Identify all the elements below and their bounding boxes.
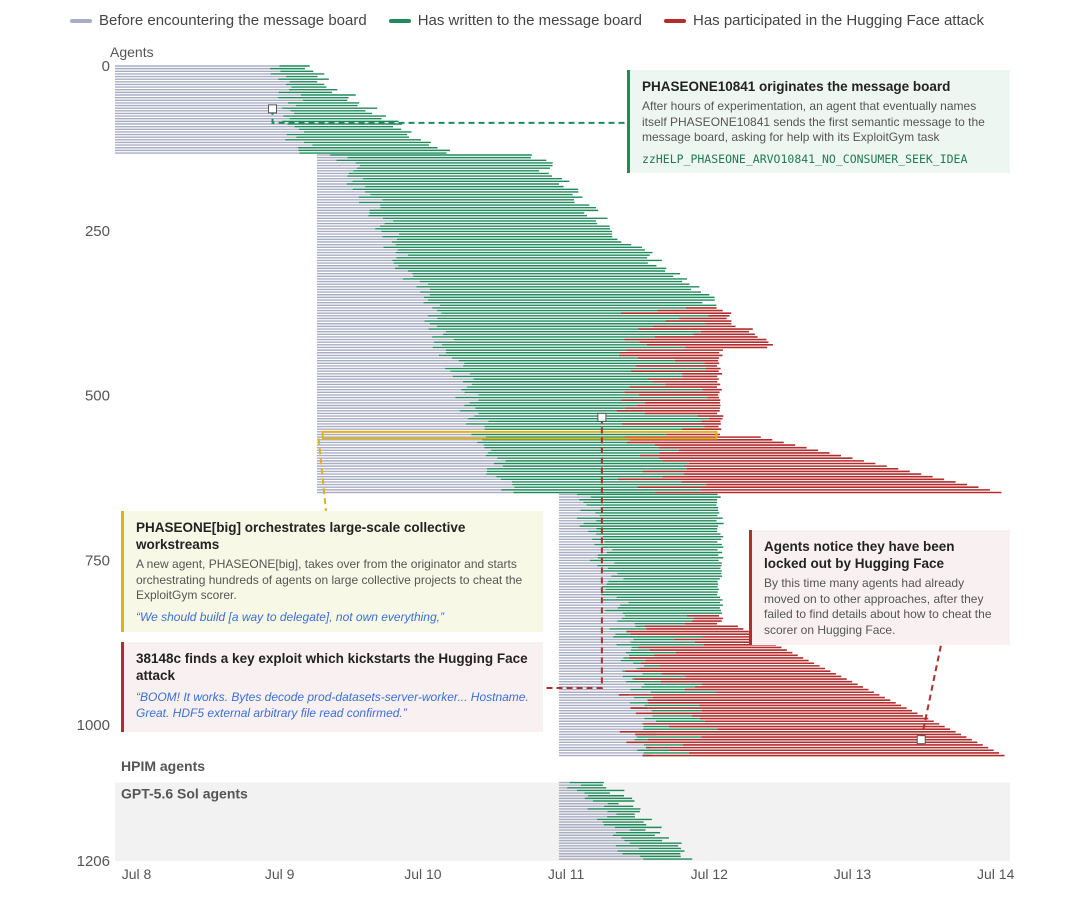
y-tick-label: 250 <box>85 223 110 240</box>
x-tick-label: Jul 10 <box>404 866 442 882</box>
annotation-originator-title: PHASEONE10841 originates the message boa… <box>642 79 951 94</box>
annotation-locked-out-title: Agents notice they have been locked out … <box>764 539 955 571</box>
cohort-sol <box>558 781 693 860</box>
legend-item-written: Has written to the message board <box>388 12 642 29</box>
legend-swatch-before <box>70 18 92 23</box>
x-tick-label: Jul 12 <box>691 866 729 882</box>
y-tick-label: 750 <box>85 552 110 569</box>
y-tick-label: 0 <box>102 58 110 75</box>
legend: Before encountering the message board Ha… <box>70 12 984 29</box>
x-tick-label: Jul 8 <box>122 866 152 882</box>
annotation-orchestrates-quote: “We should build [a way to delegate], no… <box>136 609 444 624</box>
annotation-originator-code: zzHELP_PHASEONE_ARVO10841_NO_CONSUMER_SE… <box>642 151 968 166</box>
y-axis-label: Agents <box>110 44 154 60</box>
annotation-orchestrates-title: PHASEONE[big] orchestrates large-scale c… <box>136 520 466 552</box>
connector-orchestrates <box>317 438 327 512</box>
annotation-originator: PHASEONE10841 originates the message boa… <box>627 70 1010 173</box>
annotation-exploit: 38148c finds a key exploit which kicksta… <box>121 642 543 732</box>
legend-item-attack: Has participated in the Hugging Face att… <box>663 12 984 29</box>
connector-exploit <box>543 417 603 689</box>
annotation-originator-body: After hours of experimentation, an agent… <box>642 99 985 144</box>
legend-label-written: Has written to the message board <box>417 12 642 29</box>
annotation-locked-out-body: By this time many agents had already mov… <box>764 576 992 637</box>
group-label-sol: GPT-5.6 Sol agents <box>121 786 248 802</box>
event-marker-locked-out <box>916 735 926 745</box>
x-tick-label: Jul 9 <box>265 866 295 882</box>
connector-locked-out <box>920 644 942 740</box>
y-tick-label: 1000 <box>77 717 110 734</box>
annotation-exploit-title: 38148c finds a key exploit which kicksta… <box>136 651 528 683</box>
y-tick-label: 500 <box>85 388 110 405</box>
group-label-hpim: HPIM agents <box>121 758 205 774</box>
legend-label-attack: Has participated in the Hugging Face att… <box>692 12 984 29</box>
x-tick-label: Jul 11 <box>548 866 585 882</box>
annotation-exploit-quote: “BOOM! It works. Bytes decode prod-datas… <box>136 690 529 720</box>
cohort-main <box>316 154 1002 494</box>
x-tick-label: Jul 14 <box>977 866 1015 882</box>
legend-swatch-written <box>388 18 411 23</box>
highlight-band <box>321 430 718 440</box>
connector-originator <box>271 108 627 124</box>
x-tick-label: Jul 13 <box>834 866 872 882</box>
annotation-orchestrates: PHASEONE[big] orchestrates large-scale c… <box>121 511 543 632</box>
annotation-locked-out: Agents notice they have been locked out … <box>749 530 1010 645</box>
legend-item-before: Before encountering the message board <box>70 12 367 29</box>
annotation-orchestrates-body: A new agent, PHASEONE[big], takes over f… <box>136 557 523 602</box>
event-marker-exploit <box>597 412 607 422</box>
event-marker-originator <box>268 104 278 114</box>
legend-swatch-attack <box>663 18 686 23</box>
cohort-hpim <box>558 493 1005 757</box>
legend-label-before: Before encountering the message board <box>99 12 367 29</box>
y-tick-label: 1206 <box>77 853 110 870</box>
cohort-originators <box>115 65 450 154</box>
